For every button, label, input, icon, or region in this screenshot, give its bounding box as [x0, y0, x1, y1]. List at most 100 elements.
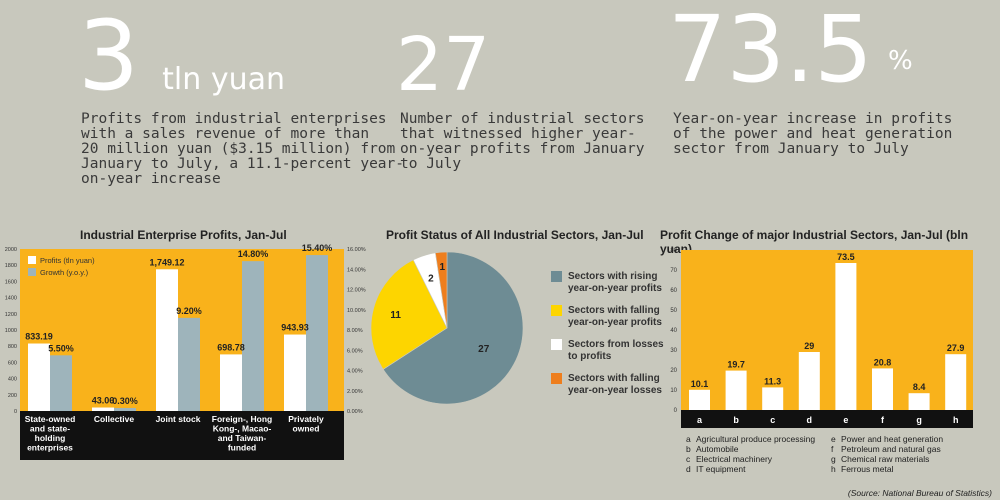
legend-swatch	[551, 271, 562, 282]
data-label-profits: 833.19	[25, 332, 53, 342]
y-tick-label: 0	[674, 408, 678, 414]
sector-key-letter: c	[686, 454, 691, 464]
y-tick-label: 400	[8, 377, 17, 383]
sector-key-name: Petroleum and natural gas	[841, 444, 941, 454]
bar	[835, 263, 857, 410]
category-label: a	[697, 415, 703, 425]
stat-description: Profits from industrial enterprises with…	[81, 112, 404, 187]
bar-growth	[114, 407, 136, 411]
desc-line: Number of industrial sectors	[400, 111, 645, 127]
sector-key-name: Power and heat generation	[841, 434, 944, 444]
pie-slice	[435, 251, 448, 329]
category-label: State-owned	[25, 414, 76, 424]
y-tick-label: 2000	[5, 247, 17, 253]
pie-slice-label: 27	[478, 344, 490, 355]
category-label: holding	[35, 433, 66, 443]
sector-key-item: e Power and heat generation	[831, 434, 943, 444]
y2-tick-label: 4.00%	[347, 369, 363, 375]
legend-label: Sectors from losses	[568, 339, 664, 350]
desc-line: that witnessed higher year-	[400, 126, 636, 142]
y-tick-label: 10	[670, 388, 677, 394]
y2-tick-label: 10.00%	[347, 308, 366, 314]
category-label: b	[733, 415, 739, 425]
y2-tick-label: 12.00%	[347, 288, 366, 294]
data-label-growth: 9.20%	[176, 306, 202, 316]
y-tick-label: 0	[14, 409, 17, 415]
pie-slice-label: 11	[390, 310, 401, 321]
sector-key-name: Agricultural produce processing	[696, 434, 816, 444]
y-tick-label: 60	[670, 288, 677, 294]
sector-key-letter: d	[686, 464, 691, 474]
stat-unit: tln yuan	[162, 62, 285, 97]
y-tick-label: 80	[670, 248, 677, 254]
bar-growth	[306, 255, 328, 411]
category-strip	[681, 410, 973, 428]
profit-change-bar-chart: 0 10 20 30 40 50 60 70 80 10.1 19.7 11.3 29 73.5 20.8…	[670, 248, 973, 428]
category-label: h	[953, 415, 959, 425]
bar-growth	[178, 317, 200, 411]
data-label: 19.7	[727, 360, 745, 370]
legend-label: Sectors with rising	[568, 271, 657, 282]
desc-line: to July	[400, 156, 462, 172]
legend-swatch	[551, 373, 562, 384]
pie-slice	[370, 259, 448, 370]
data-label: 29	[804, 341, 814, 351]
category-label: f	[881, 415, 885, 425]
data-label: 20.8	[874, 357, 892, 367]
desc-line: Year-on-year increase in profits	[673, 111, 953, 127]
pie-slice	[382, 251, 524, 405]
sector-key-letter: a	[686, 434, 691, 444]
desc-line: 20 million yuan ($3.15 million) from	[81, 141, 396, 157]
y-tick-label: 1200	[5, 312, 17, 318]
category-label: e	[843, 415, 848, 425]
stat-power-heat: 73.5 %	[668, 4, 913, 96]
sector-key-name: Ferrous metal	[841, 464, 894, 474]
sector-key-name: Chemical raw materials	[841, 454, 930, 464]
category-label: Joint stock	[156, 414, 201, 424]
category-label: g	[916, 415, 922, 425]
desc-line: with a sales revenue of more than	[81, 126, 370, 142]
y2-tick-label: 14.00%	[347, 267, 366, 273]
data-label-growth: 14.80%	[238, 249, 269, 259]
category-label: d	[807, 415, 813, 425]
legend-label-profits: Profits (tln yuan)	[40, 256, 95, 265]
legend-label: to profits	[568, 351, 612, 362]
y-tick-label: 20	[670, 368, 677, 374]
data-label: 73.5	[837, 252, 855, 262]
legend-label: year-on-year losses	[568, 385, 662, 396]
legend-label-growth: Growth (y.o.y.)	[40, 268, 89, 277]
pie-slice-label: 2	[428, 273, 434, 284]
bar-growth	[242, 261, 264, 411]
y-tick-label: 1400	[5, 296, 17, 302]
y2-tick-label: 0.00%	[347, 409, 363, 415]
sector-key-name: Electrical machinery	[696, 454, 773, 464]
stat-description: Year-on-year increase in profits of the …	[673, 112, 952, 157]
desc-line: of the power and heat generation	[673, 126, 953, 142]
desc-line: on-year profits from January	[400, 141, 645, 157]
legend-swatch	[551, 339, 562, 350]
pie-slice-label: 1	[439, 262, 445, 273]
bar-profits	[220, 354, 242, 411]
enterprise-profits-chart: 0 200 400 600 800 1000 1200 1400 1600 1800 2000 0.…	[5, 244, 366, 460]
category-label: funded	[228, 443, 256, 453]
y-tick-label: 1800	[5, 263, 17, 269]
y-tick-label: 1000	[5, 328, 17, 334]
sector-key-item: g Chemical raw materials	[831, 454, 943, 464]
bar	[798, 352, 820, 410]
y-tick-label: 200	[8, 393, 17, 399]
desc-line: sector from January to July	[673, 141, 909, 157]
data-label-profits: 943.93	[281, 323, 309, 333]
stat-number: 27	[396, 22, 491, 108]
data-label-growth: 5.50%	[48, 343, 74, 353]
data-label-growth: 15.40%	[302, 244, 333, 253]
y-tick-label: 30	[670, 348, 677, 354]
chart-background	[681, 250, 973, 410]
desc-line: Profits from industrial enterprises	[81, 111, 387, 127]
y-tick-label: 70	[670, 268, 677, 274]
desc-line: January to July, a 11.1-percent year-	[81, 156, 405, 172]
y-tick-label: 40	[670, 328, 677, 334]
bar-profits	[156, 269, 178, 411]
legend-label: year-on-year profits	[568, 283, 662, 294]
bar-growth	[50, 355, 72, 411]
